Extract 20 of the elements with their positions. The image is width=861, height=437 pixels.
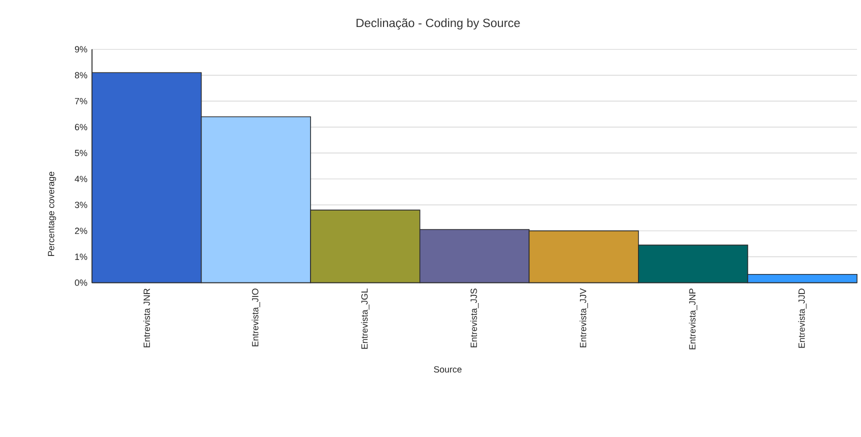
y-tick-label: 2% xyxy=(74,228,88,234)
y-axis-title: Percentage coverage xyxy=(48,172,56,256)
x-tick-label: Entrevista JNR xyxy=(143,288,150,348)
y-tick-label: 5% xyxy=(74,150,88,156)
y-tick-label: 6% xyxy=(74,124,88,130)
y-tick-label: 3% xyxy=(74,202,88,208)
y-tick-label: 0% xyxy=(74,280,88,286)
y-tick-label: 7% xyxy=(74,98,88,104)
y-tick-label: 9% xyxy=(74,46,88,52)
chart-title: Declinação - Coding by Source xyxy=(356,18,520,30)
y-tick-label: 1% xyxy=(75,254,88,260)
x-tick-label: Entrevista_JNP xyxy=(688,288,698,350)
x-tick-label: Entrevista_JGL xyxy=(361,288,370,349)
x-tick-label: Entrevista_JIO xyxy=(252,288,260,346)
x-tick-label: Entrevista_JJD xyxy=(798,288,807,348)
y-tick-label: 4% xyxy=(74,176,88,182)
x-tick-label: Entrevista_JJV xyxy=(580,288,588,348)
y-tick-label: 8% xyxy=(74,72,88,78)
x-axis-title: Source xyxy=(434,366,462,373)
x-tick-label: Entrevista_JJS xyxy=(470,288,479,348)
